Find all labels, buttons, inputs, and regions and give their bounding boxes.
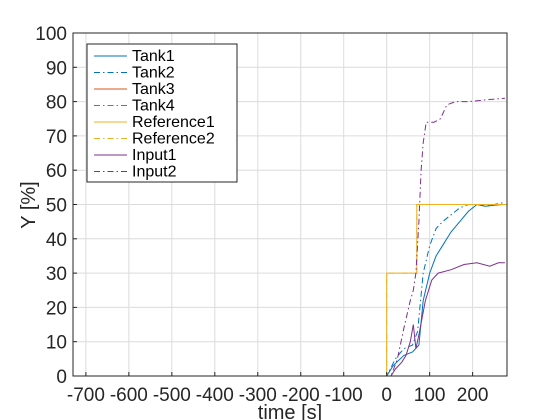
legend-entry: Reference2	[132, 131, 215, 148]
x-tick-label: -100	[325, 385, 363, 406]
series-line-input2	[73, 97, 505, 377]
legend-entry: Tank4	[132, 98, 175, 115]
series-line-reference1	[73, 204, 507, 377]
legend-entry: Input2	[132, 164, 177, 181]
series-line-tank1	[73, 203, 503, 377]
y-tick-label: 30	[46, 264, 67, 285]
legend-entry: Input1	[132, 147, 177, 164]
y-tick-label: 80	[46, 93, 67, 114]
x-tick-label: -500	[153, 385, 191, 406]
y-axis-label: Y [%]	[18, 181, 40, 228]
x-tick-label: 200	[457, 385, 489, 406]
x-tick-label: -200	[282, 385, 320, 406]
y-tick-label: 100	[35, 24, 67, 45]
y-ticks: 0 10 20 30 40 50 60 70 80 90 100	[35, 24, 77, 388]
y-tick-label: 60	[46, 161, 67, 182]
x-tick-label: -400	[196, 385, 234, 406]
x-axis-label: time [s]	[258, 402, 322, 420]
legend: Tank1Tank2Tank3Tank4Reference1Reference2…	[86, 43, 238, 183]
y-tick-label: 10	[46, 333, 67, 354]
x-tick-label: -300	[239, 385, 277, 406]
x-tick-label: 0	[381, 385, 392, 406]
y-tick-label: 0	[56, 367, 67, 388]
legend-entry: Reference1	[132, 114, 215, 131]
series-line-reference2	[73, 204, 507, 377]
x-ticks: -700 -600 -500 -400 -300 -200 -100 0 100 200	[67, 372, 489, 406]
y-tick-label: 50	[46, 196, 67, 217]
y-tick-label: 90	[46, 58, 67, 79]
x-tick-label: -700	[67, 385, 105, 406]
legend-entry: Tank2	[132, 65, 175, 82]
series-line-input1	[73, 262, 505, 377]
y-tick-label: 70	[46, 127, 67, 148]
legend-box	[86, 43, 238, 183]
y-tick-label: 40	[46, 230, 67, 251]
legend-entry: Tank3	[132, 81, 175, 98]
x-tick-label: 100	[414, 385, 446, 406]
legend-entry: Tank1	[132, 48, 175, 65]
series-line-tank2	[73, 202, 503, 377]
x-tick-label: -600	[110, 385, 148, 406]
y-tick-label: 20	[46, 298, 67, 319]
